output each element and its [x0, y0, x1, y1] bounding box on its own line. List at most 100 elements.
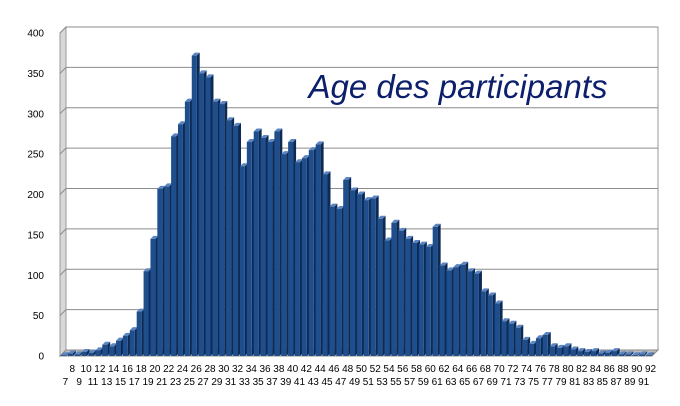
- bar: [205, 77, 211, 356]
- bar: [143, 271, 149, 356]
- bar: [473, 273, 479, 356]
- bar: [494, 303, 500, 356]
- y-tick-label: 350: [27, 69, 44, 80]
- y-tick-label: 250: [27, 150, 44, 161]
- x-tick-label: 90: [631, 364, 643, 375]
- bar-side: [595, 348, 599, 356]
- x-tick-label: 69: [487, 377, 499, 388]
- bar-top: [81, 348, 90, 352]
- bar-top: [425, 243, 434, 247]
- bar-top: [350, 187, 359, 191]
- bar: [109, 346, 115, 356]
- bar: [529, 343, 535, 356]
- bar: [150, 238, 156, 356]
- bar: [377, 218, 383, 356]
- x-tick-label: 51: [363, 377, 375, 388]
- x-tick-label: 68: [480, 364, 492, 375]
- bar: [102, 344, 108, 356]
- x-tick-label: 36: [260, 364, 272, 375]
- bar: [198, 73, 204, 356]
- x-tick-label: 71: [500, 377, 512, 388]
- bar-top: [191, 52, 200, 56]
- bar: [177, 124, 183, 356]
- bar: [597, 353, 603, 356]
- bar-top: [570, 346, 579, 350]
- x-tick-label: 78: [549, 364, 561, 375]
- bar: [563, 346, 569, 356]
- bar-side: [589, 348, 593, 356]
- bar-top: [391, 219, 400, 223]
- x-tick-label: 26: [191, 364, 203, 375]
- bar: [646, 355, 652, 356]
- bar-top: [646, 352, 655, 356]
- bar: [398, 230, 404, 356]
- x-tick-label: 35: [253, 377, 265, 388]
- bar: [246, 142, 252, 356]
- x-tick-label: 21: [156, 377, 168, 388]
- bar-top: [508, 320, 517, 324]
- bar-top: [288, 139, 297, 143]
- bar: [425, 246, 431, 356]
- bar: [184, 101, 190, 356]
- bar: [384, 240, 390, 356]
- bar-top: [301, 155, 310, 159]
- bar: [604, 352, 610, 356]
- gridline-depth: [59, 147, 67, 155]
- bar-top: [171, 133, 180, 137]
- x-tick-label: 19: [142, 377, 154, 388]
- bar-top: [233, 122, 242, 126]
- bar: [315, 144, 321, 356]
- bar-top: [625, 351, 634, 355]
- bar-top: [542, 332, 551, 336]
- bar: [267, 142, 273, 356]
- bar-top: [432, 223, 441, 227]
- bar-top: [343, 176, 352, 180]
- x-tick-label: 11: [88, 377, 99, 388]
- bar-top: [60, 352, 69, 356]
- x-tick-label: 66: [466, 364, 478, 375]
- x-tick-label: 74: [521, 364, 533, 375]
- gridline-depth: [59, 268, 67, 276]
- bar-top: [618, 351, 627, 355]
- bar: [233, 125, 239, 356]
- bar-top: [281, 151, 290, 155]
- x-tick-label: 92: [645, 364, 657, 375]
- bar-top: [480, 288, 489, 292]
- bar-top: [336, 206, 345, 210]
- x-tick-label: 25: [184, 377, 196, 388]
- bar: [212, 101, 218, 356]
- x-tick-label: 38: [273, 364, 285, 375]
- bar: [363, 200, 369, 356]
- bar-top: [377, 215, 386, 219]
- bar-top: [584, 348, 593, 352]
- bar-top: [370, 195, 379, 199]
- bar-top: [515, 324, 524, 328]
- bar: [370, 198, 376, 356]
- bar: [122, 335, 128, 356]
- x-tick-label: 39: [280, 377, 292, 388]
- x-tick-label: 30: [218, 364, 230, 375]
- bar-top: [405, 235, 414, 239]
- bar: [191, 55, 197, 357]
- bar: [439, 265, 445, 356]
- bar-side: [602, 350, 606, 356]
- bar: [116, 340, 121, 356]
- bar: [618, 354, 624, 356]
- x-tick-label: 54: [383, 364, 395, 375]
- bar-top: [102, 341, 111, 345]
- bar-top: [494, 300, 503, 304]
- bar-top: [267, 139, 276, 143]
- bar: [632, 355, 638, 356]
- bar-top: [611, 348, 620, 352]
- bar-top: [136, 308, 145, 312]
- bar-top: [308, 147, 317, 151]
- bar: [260, 137, 266, 356]
- bar: [226, 120, 232, 357]
- bar: [487, 295, 493, 356]
- bar: [308, 150, 314, 356]
- bar: [74, 354, 80, 356]
- bar-top: [563, 343, 572, 347]
- bar-top: [239, 163, 248, 167]
- y-tick-label: 400: [27, 29, 44, 40]
- bar-side: [637, 352, 641, 356]
